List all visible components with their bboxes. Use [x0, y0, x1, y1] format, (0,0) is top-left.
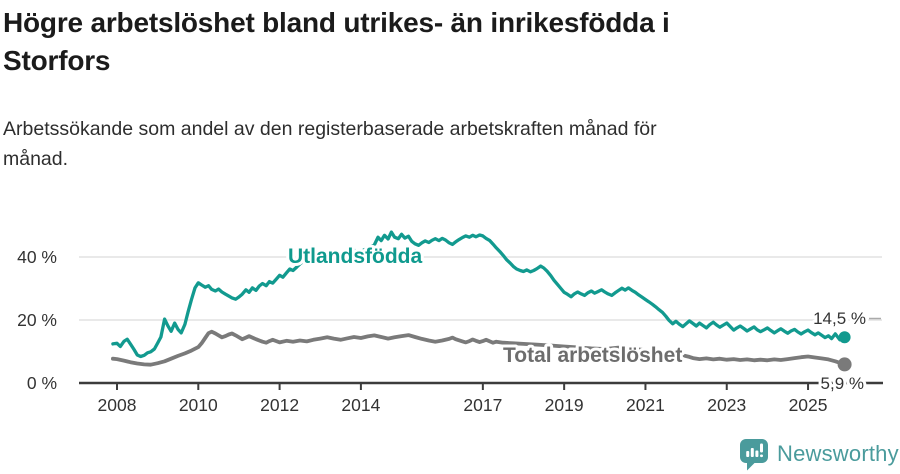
series-end-dot-utlandsfodda	[838, 331, 851, 344]
gridlines	[79, 256, 882, 321]
end-value-label-utlandsfodda: 14,5 %	[813, 309, 866, 328]
chart-subtitle-line-1: Arbetssökande som andel av den registerb…	[3, 118, 657, 140]
series-label-total-arbetsloshet: Total arbetslöshet	[503, 344, 682, 367]
svg-text:2012: 2012	[260, 395, 299, 415]
speech-bubble-shape	[740, 439, 768, 471]
chart-subtitle-line-2: månad.	[3, 148, 69, 170]
brand-name: Newsworthy	[777, 441, 899, 466]
svg-text:2008: 2008	[98, 395, 137, 415]
svg-text:2025: 2025	[789, 395, 828, 415]
svg-text:2017: 2017	[463, 395, 502, 415]
svg-text:2014: 2014	[341, 395, 380, 415]
svg-text:2010: 2010	[179, 395, 218, 415]
x-axis-tick-marks	[116, 382, 810, 390]
svg-text:2019: 2019	[545, 395, 584, 415]
page-title-line-1: Högre arbetslöshet bland utrikes- än inr…	[3, 7, 670, 38]
page-title-line-2: Storfors	[3, 45, 111, 76]
svg-text:0 %: 0 %	[27, 373, 57, 393]
svg-text:2023: 2023	[707, 395, 746, 415]
svg-text:20 %: 20 %	[17, 310, 57, 330]
series-line-total-arbetsloshet	[111, 329, 847, 367]
y-axis-tick-labels: 0 % 20 % 40 %	[17, 247, 57, 393]
unemployment-line-chart: 2008 2010 2012 2014 2017 2019 2021 2023 2025 0 %…	[17, 230, 883, 415]
newsworthy-logo-icon	[740, 439, 768, 471]
chart-subtitle: Arbetssökande som andel av den registerb…	[3, 114, 763, 174]
series-end-dot-total	[837, 357, 852, 372]
series-label-utlandsfodda: Utlandsfödda	[288, 245, 422, 268]
svg-text:40 %: 40 %	[17, 247, 57, 267]
svg-text:2021: 2021	[626, 395, 665, 415]
series-line-utlandsfodda	[111, 230, 847, 359]
x-axis-tick-labels: 2008 2010 2012 2014 2017 2019 2021 2023 2025	[98, 395, 828, 415]
page-title: Högre arbetslöshet bland utrikes- än inr…	[3, 4, 843, 80]
bar-chart-exclamation-glyph	[746, 443, 763, 458]
newsworthy-branding: Newsworthy	[740, 439, 899, 471]
end-value-label-total: 5,9 %	[821, 374, 864, 393]
